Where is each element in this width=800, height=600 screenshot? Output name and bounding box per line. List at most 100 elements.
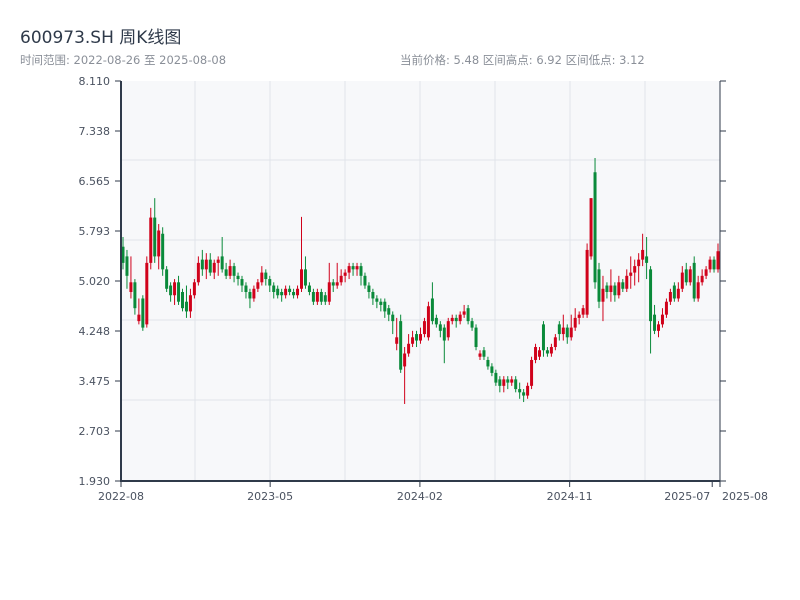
y-tick-label: 8.110 xyxy=(79,75,111,88)
candle xyxy=(553,334,557,351)
candle xyxy=(367,282,371,299)
candle-body xyxy=(617,282,621,296)
candle xyxy=(272,282,276,299)
candle xyxy=(129,256,133,299)
candle xyxy=(224,262,228,280)
candle xyxy=(653,304,657,335)
candle-body xyxy=(216,259,220,263)
candle xyxy=(716,243,720,273)
candle xyxy=(415,330,419,348)
candle xyxy=(506,376,510,390)
candle xyxy=(518,382,522,399)
candle-body xyxy=(645,256,649,263)
y-tick-label: 7.338 xyxy=(79,125,111,138)
candle xyxy=(470,317,474,331)
candle-body xyxy=(601,288,605,302)
candle-body xyxy=(296,288,300,296)
candle xyxy=(236,272,240,286)
candle-body xyxy=(633,266,637,273)
candle xyxy=(486,356,490,370)
candle-body xyxy=(268,279,272,286)
candle-body xyxy=(403,353,407,367)
y-tick-label: 6.565 xyxy=(79,175,111,188)
candle-body xyxy=(280,292,284,296)
candle xyxy=(169,282,173,302)
candle-body xyxy=(260,272,264,283)
candle-body xyxy=(534,347,538,360)
candle xyxy=(688,266,692,286)
candle-body xyxy=(391,314,395,322)
y-tick-label: 1.930 xyxy=(79,475,111,488)
candle xyxy=(502,376,506,393)
candle-body xyxy=(311,292,315,302)
candle xyxy=(490,363,494,377)
candle-body xyxy=(597,269,601,302)
candle-body xyxy=(415,334,419,341)
candle-body xyxy=(569,327,573,338)
candle-body xyxy=(637,259,641,267)
candle xyxy=(660,308,664,328)
candle xyxy=(307,282,311,296)
candle-body xyxy=(538,350,541,357)
candle-body xyxy=(589,198,593,257)
candle xyxy=(244,282,248,299)
x-tick-label: 2025-08 xyxy=(722,490,768,503)
candle-body xyxy=(712,259,716,270)
candle xyxy=(276,285,280,299)
candle-body xyxy=(696,282,700,299)
candle xyxy=(605,282,609,299)
candle-body xyxy=(482,350,486,357)
candle-body xyxy=(498,379,502,386)
candle xyxy=(565,324,569,344)
candle xyxy=(514,376,518,393)
candle xyxy=(311,288,315,305)
candle xyxy=(466,304,470,325)
candle-body xyxy=(411,337,415,344)
candle xyxy=(657,321,660,338)
candle-body xyxy=(458,314,462,322)
candle xyxy=(248,288,252,309)
candle xyxy=(327,262,331,305)
candle xyxy=(375,295,379,309)
candle-body xyxy=(220,256,224,270)
candle-body xyxy=(323,295,327,302)
candle xyxy=(303,256,307,289)
candle-body xyxy=(327,282,331,302)
candle xyxy=(121,236,125,270)
candle xyxy=(577,311,581,325)
candle-body xyxy=(470,321,474,328)
candle xyxy=(530,356,534,390)
candle xyxy=(438,321,442,338)
candle-body xyxy=(141,298,145,328)
candle-body xyxy=(371,292,375,299)
candle xyxy=(522,389,526,403)
candle xyxy=(482,347,486,360)
candle xyxy=(141,295,145,331)
candle-body xyxy=(355,266,359,270)
candle-body xyxy=(442,327,446,341)
candle xyxy=(212,259,216,280)
candle-body xyxy=(649,269,653,322)
candle-body xyxy=(672,285,676,299)
candle-body xyxy=(426,306,430,338)
candle-body xyxy=(613,285,617,296)
candle-body xyxy=(684,269,688,283)
candle xyxy=(339,269,343,286)
candle-body xyxy=(228,266,232,276)
candle-body xyxy=(288,288,292,293)
x-tick-label: 2022-08 xyxy=(98,490,144,503)
candle-body xyxy=(204,259,208,270)
candle-body xyxy=(367,285,371,293)
candle xyxy=(173,279,177,305)
candle xyxy=(442,324,446,364)
candle-body xyxy=(510,379,514,383)
candle xyxy=(379,298,383,312)
candle-body xyxy=(300,269,303,289)
candle-body xyxy=(700,275,704,283)
candle-body xyxy=(161,233,165,270)
candle-body xyxy=(716,251,720,270)
candle-body xyxy=(331,282,335,286)
candle xyxy=(585,243,589,318)
y-tick-label: 5.020 xyxy=(79,275,111,288)
